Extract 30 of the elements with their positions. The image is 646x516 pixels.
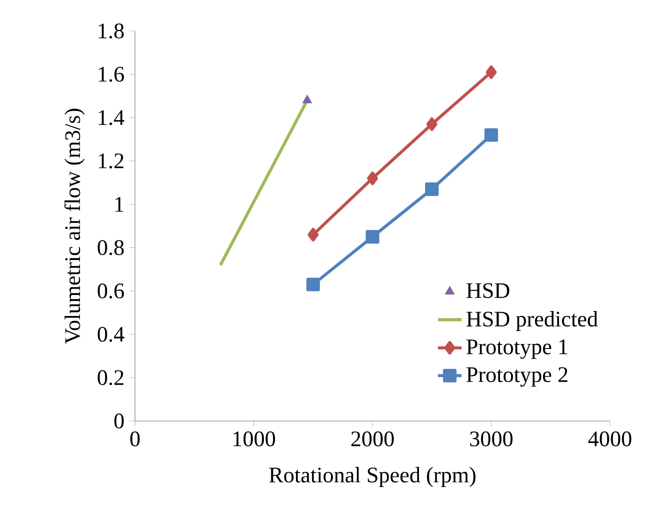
point bbox=[367, 172, 378, 186]
x-tick-label: 4000 bbox=[588, 431, 632, 446]
point bbox=[306, 278, 320, 292]
y-tick-label: 0.8 bbox=[98, 240, 124, 256]
legend-label: HSD bbox=[466, 283, 510, 298]
y-tick-label: 0.4 bbox=[98, 326, 124, 342]
y-tick-label: 0.6 bbox=[98, 283, 124, 299]
point bbox=[308, 228, 319, 242]
y-axis-title: Volumetric air flow (m3/s) bbox=[64, 108, 85, 344]
point bbox=[366, 230, 380, 244]
y-tick-label: 1.8 bbox=[98, 23, 124, 39]
x-axis-title: Rotational Speed (rpm) bbox=[269, 466, 476, 488]
x-tick-label: 3000 bbox=[470, 431, 513, 446]
point bbox=[486, 65, 497, 79]
x-tick-label: 0 bbox=[130, 431, 140, 446]
y-tick-label: 1 bbox=[115, 197, 124, 212]
point bbox=[425, 182, 439, 196]
legend-label: Prototype 2 bbox=[466, 367, 568, 387]
y-tick-label: 1.4 bbox=[98, 110, 124, 126]
y-tick-label: 0.2 bbox=[98, 370, 124, 386]
legend-label: HSD predicted bbox=[466, 310, 598, 332]
y-tick-label: 1.6 bbox=[98, 66, 124, 82]
y-tick-label: 0 bbox=[114, 414, 124, 428]
point bbox=[302, 94, 312, 104]
point bbox=[426, 117, 438, 131]
x-tick-label: 2000 bbox=[351, 431, 394, 446]
legend-label: Prototype 1 bbox=[466, 340, 568, 359]
point bbox=[484, 128, 498, 142]
y-tick-label: 1.2 bbox=[98, 154, 124, 168]
x-tick-label: 1000 bbox=[234, 431, 276, 446]
